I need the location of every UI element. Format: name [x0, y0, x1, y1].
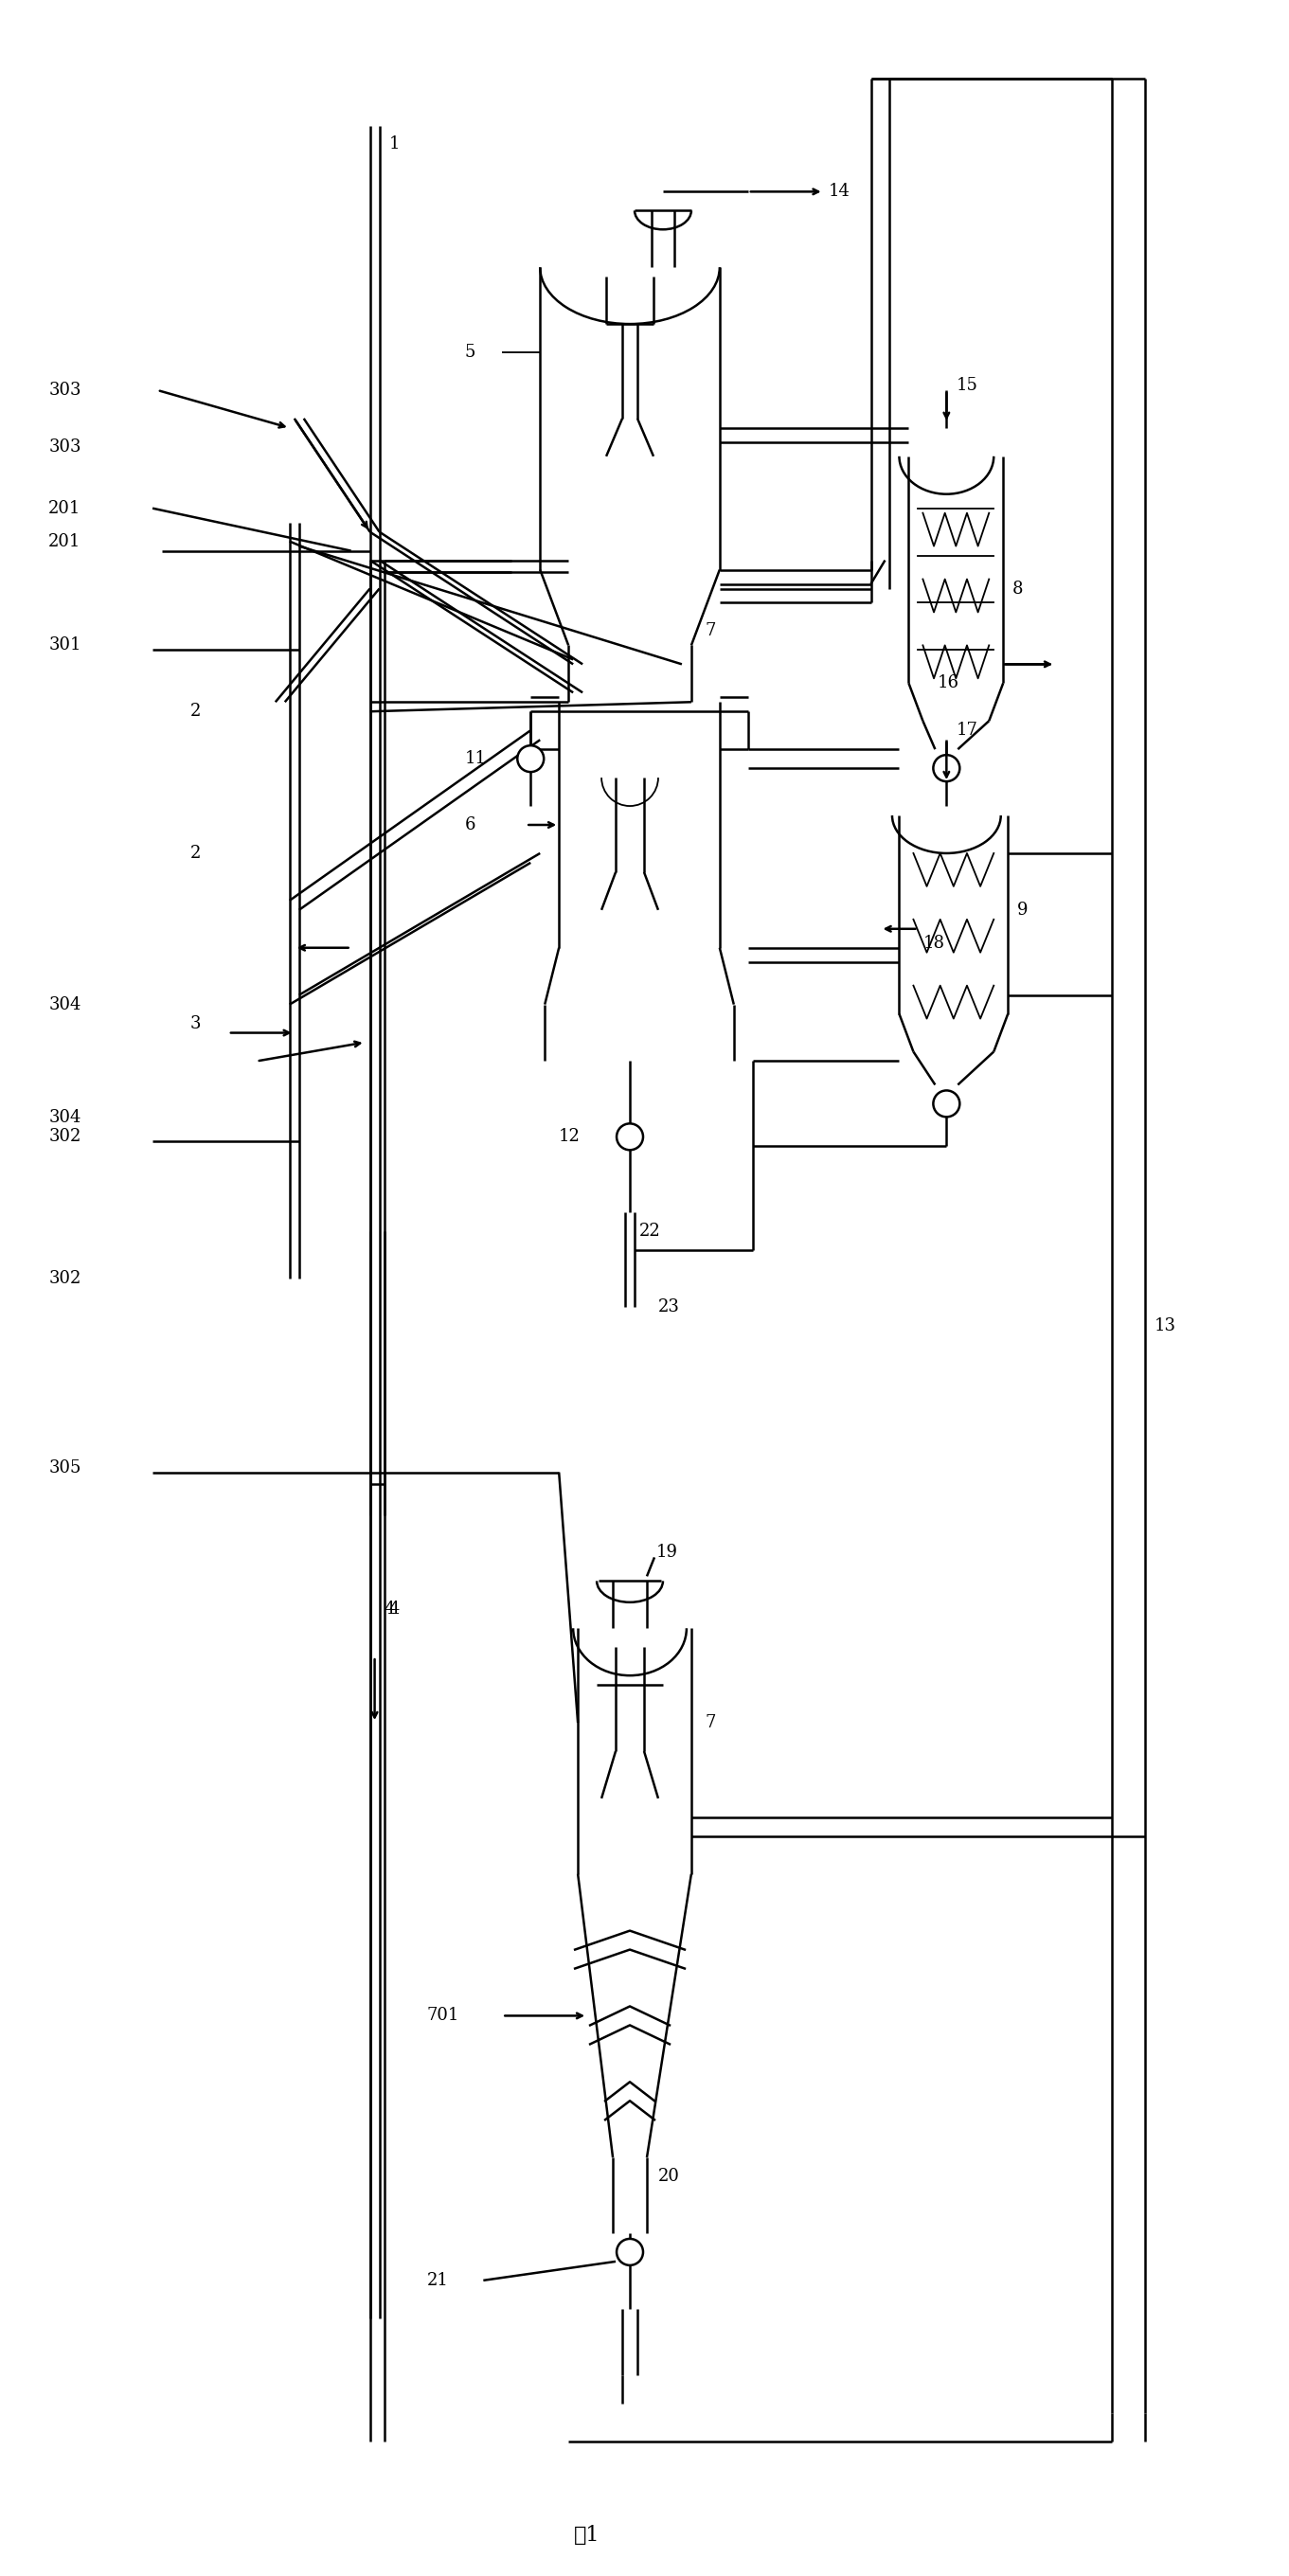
Text: 302: 302 [49, 1270, 81, 1288]
Text: 16: 16 [937, 675, 959, 690]
Circle shape [933, 755, 960, 781]
Circle shape [616, 1123, 643, 1149]
Text: 303: 303 [49, 381, 81, 399]
Text: 23: 23 [659, 1298, 679, 1316]
Text: 2: 2 [191, 703, 201, 721]
Text: 图1: 图1 [575, 2524, 601, 2545]
Text: 19: 19 [656, 1543, 678, 1561]
Text: 21: 21 [427, 2272, 449, 2290]
Text: 201: 201 [49, 500, 81, 518]
Text: 7: 7 [705, 623, 717, 639]
Text: 304: 304 [49, 997, 81, 1012]
Text: 201: 201 [49, 533, 81, 549]
Text: 305: 305 [49, 1458, 81, 1476]
Text: 17: 17 [956, 721, 977, 739]
Circle shape [616, 2239, 643, 2264]
Circle shape [933, 1090, 960, 1118]
Text: 303: 303 [49, 438, 81, 456]
Text: 4: 4 [384, 1600, 394, 1618]
Text: 302: 302 [49, 1128, 81, 1146]
Text: 1: 1 [389, 137, 400, 152]
Text: 5: 5 [464, 343, 476, 361]
Text: 15: 15 [956, 376, 977, 394]
Text: 20: 20 [659, 2169, 679, 2184]
Text: 13: 13 [1155, 1316, 1176, 1334]
Circle shape [517, 744, 544, 773]
Text: 14: 14 [829, 183, 849, 201]
Text: 3: 3 [191, 1015, 201, 1033]
Text: 7: 7 [705, 1713, 717, 1731]
Text: 11: 11 [464, 750, 486, 768]
Text: 4: 4 [389, 1600, 400, 1618]
Text: 701: 701 [427, 2007, 459, 2025]
Text: 301: 301 [49, 636, 81, 654]
Text: 22: 22 [639, 1224, 661, 1239]
Text: 6: 6 [464, 817, 476, 835]
Text: 8: 8 [1013, 580, 1023, 598]
Text: 9: 9 [1017, 902, 1029, 920]
Text: 2: 2 [191, 845, 201, 863]
Text: 18: 18 [923, 935, 945, 951]
Text: 304: 304 [49, 1110, 81, 1126]
Text: 12: 12 [559, 1128, 580, 1146]
